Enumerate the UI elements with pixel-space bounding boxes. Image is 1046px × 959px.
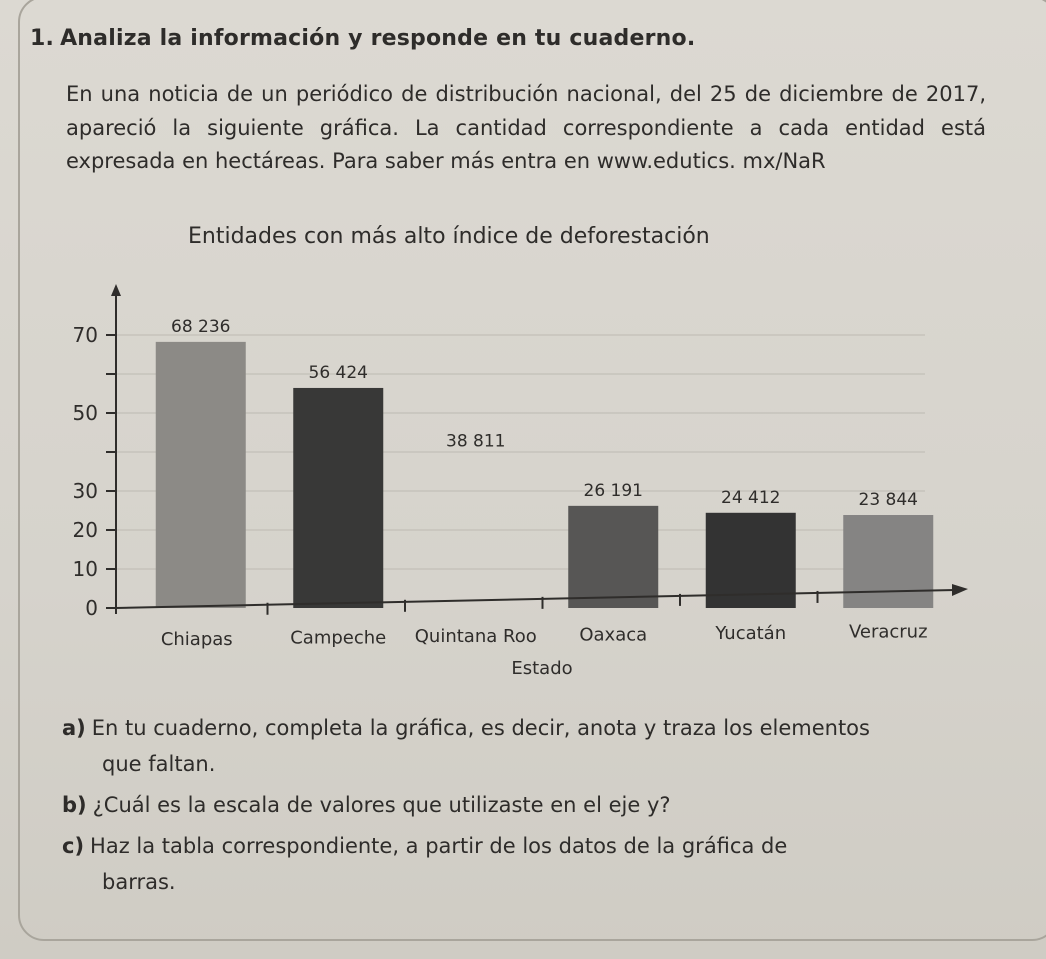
question-text: Haz la tabla correspondiente, a partir d… bbox=[90, 834, 788, 858]
question-text: ¿Cuál es la escala de valores que utiliz… bbox=[92, 793, 671, 817]
bar-chiapas bbox=[155, 341, 246, 608]
x-tick-label: Yucatán bbox=[714, 623, 786, 644]
bar-value-label: 56 424 bbox=[309, 363, 368, 383]
question-list: a) En tu cuaderno, completa la gráfica, e… bbox=[62, 710, 1012, 905]
question-text-continued: que faltan. bbox=[102, 752, 216, 776]
y-tick-label: 50 bbox=[73, 401, 98, 425]
x-tick-label: Oaxaca bbox=[579, 625, 647, 646]
bar-value-label: 68 236 bbox=[171, 317, 230, 337]
bar-value-label: 26 191 bbox=[584, 481, 643, 501]
question-letter: c) bbox=[62, 834, 85, 858]
deforestation-bar-chart: 68 236 56 424 38 811 26 191 24 412 23 844 0 10 2… bbox=[73, 284, 968, 679]
bar-value-label: 23 844 bbox=[859, 490, 918, 510]
y-tick-label: 10 bbox=[73, 557, 98, 581]
y-tick-label: 70 bbox=[73, 323, 98, 347]
question-b: b) ¿Cuál es la escala de valores que util… bbox=[62, 787, 1012, 823]
bar-value-label: 38 811 bbox=[446, 432, 505, 452]
question-letter: b) bbox=[62, 793, 87, 817]
question-c: c) Haz la tabla correspondiente, a partir… bbox=[62, 828, 1012, 900]
y-tick-label: 0 bbox=[85, 596, 98, 620]
y-axis-arrow bbox=[111, 284, 121, 296]
question-text: En tu cuaderno, completa la gráfica, es … bbox=[91, 716, 870, 740]
bar-veracruz bbox=[843, 515, 934, 608]
y-tick-label: 30 bbox=[73, 479, 98, 503]
question-text-continued: barras. bbox=[102, 870, 176, 894]
y-tick-label: 20 bbox=[73, 518, 98, 542]
exercise-instruction: Analiza la información y responde en tu … bbox=[60, 26, 696, 51]
x-axis-label: Estado bbox=[511, 658, 572, 679]
question-a: a) En tu cuaderno, completa la gráfica, e… bbox=[62, 710, 1012, 782]
exercise-heading: 1. Analiza la información y responde en t… bbox=[30, 26, 695, 51]
bar-campeche bbox=[293, 387, 384, 608]
exercise-number: 1. bbox=[30, 26, 55, 51]
x-tick-label: Campeche bbox=[290, 628, 386, 649]
bar-value-label: 24 412 bbox=[721, 488, 780, 508]
bar-yucatán bbox=[705, 512, 796, 608]
bar-oaxaca bbox=[568, 505, 659, 608]
x-axis-arrow bbox=[952, 584, 968, 596]
question-letter: a) bbox=[62, 716, 86, 740]
x-tick-label: Veracruz bbox=[849, 622, 928, 643]
x-tick-label: Chiapas bbox=[161, 629, 233, 650]
x-axis bbox=[115, 589, 956, 609]
x-tick-label: Quintana Roo bbox=[415, 626, 537, 647]
intro-paragraph: En una noticia de un periódico de distri… bbox=[66, 82, 986, 173]
page-border bbox=[18, 0, 1046, 941]
chart-title: Entidades con más alto índice de defores… bbox=[188, 224, 710, 249]
